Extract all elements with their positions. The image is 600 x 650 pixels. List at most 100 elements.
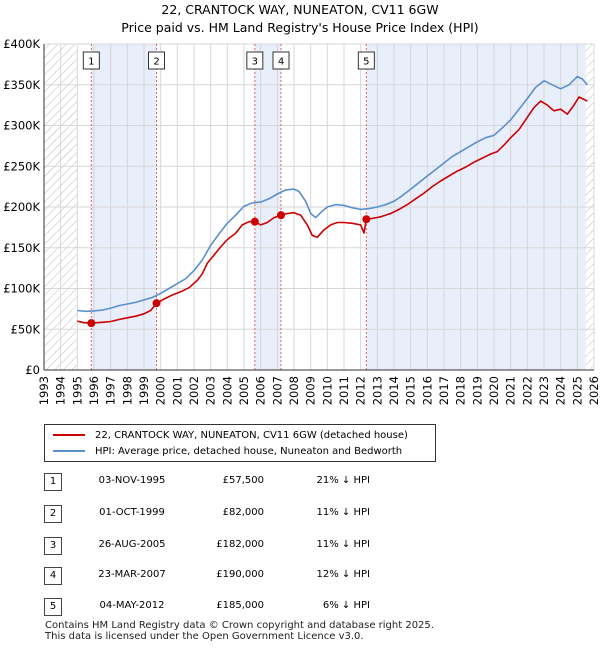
x-tick-label: 2000: [154, 376, 168, 405]
sale-number-box: [246, 51, 264, 70]
x-tick-label: 2026: [587, 376, 600, 405]
x-tick-label: 2016: [420, 376, 434, 405]
table-row: 1 03-NOV-1995 £57,500 21% ↓ HPI: [44, 473, 464, 491]
x-tick-label: 2024: [554, 376, 568, 405]
sale-hpi-diff: 11% ↓ HPI: [316, 507, 370, 518]
legend-hpi-label: HPI: Average price, detached house, Nune…: [95, 446, 403, 457]
sale-number-label: 1: [88, 57, 94, 68]
footer: Contains HM Land Registry data © Crown c…: [45, 620, 434, 642]
sale-points: [87, 211, 371, 328]
x-tick-label: 2012: [354, 376, 368, 405]
x-tick-label: 1999: [137, 376, 151, 405]
sale-number: 3: [44, 537, 62, 555]
property-line-swatch: [53, 434, 85, 436]
hpi-series-line: [77, 75, 588, 313]
legend: 22, CRANTOCK WAY, NUNEATON, CV11 6GW (de…: [44, 424, 436, 462]
x-tick-label: 2001: [170, 376, 184, 405]
sale-date: 26-AUG-2005: [98, 539, 166, 550]
sale-number-box: [82, 51, 100, 70]
chart-subtitle: Price paid vs. HM Land Registry's House …: [121, 20, 478, 35]
sale-point: [277, 211, 285, 220]
sale-number-label: 5: [363, 57, 369, 68]
sale-price: £82,000: [222, 507, 264, 518]
sale-hpi-diff: 21% ↓ HPI: [316, 475, 370, 486]
sale-number-label: 4: [278, 57, 284, 68]
y-tick-label: £150K: [3, 241, 40, 255]
sale-price: £57,500: [222, 475, 264, 486]
table-row: 3 26-AUG-2005 £182,000 11% ↓ HPI: [44, 537, 464, 555]
sale-number-boxes: 1 2 3 4 5: [82, 51, 375, 70]
sale-number: 5: [44, 598, 62, 616]
sale-number-label: 2: [153, 57, 159, 68]
licence-line: This data is licensed under the Open Gov…: [45, 631, 364, 642]
x-tick-label: 2008: [287, 376, 301, 405]
x-tick-label: 1994: [54, 376, 68, 405]
y-tick-label: £350K: [3, 78, 40, 92]
sale-price: £190,000: [216, 569, 264, 580]
sale-number-box: [357, 51, 375, 70]
x-tick-label: 2018: [454, 376, 468, 405]
y-tick-label: £300K: [3, 119, 40, 133]
sale-hpi-diff: 6% ↓ HPI: [322, 600, 370, 611]
x-tick-label: 1998: [120, 376, 134, 405]
x-tick-label: 2005: [237, 376, 251, 405]
x-tick-label: 2013: [370, 376, 384, 405]
x-tick-label: 2021: [504, 376, 518, 405]
x-tick-label: 2006: [254, 376, 268, 405]
y-tick-label: £100K: [3, 282, 40, 296]
sale-date: 01-OCT-1999: [99, 507, 165, 518]
copyright-line: Contains HM Land Registry data © Crown c…: [45, 620, 434, 631]
x-tick-label: 1997: [104, 376, 118, 405]
sale-point: [152, 299, 161, 308]
x-tick-label: 1995: [70, 376, 84, 405]
sale-point: [87, 319, 96, 328]
x-tick-label: 2019: [470, 376, 484, 405]
sale-price: £182,000: [216, 539, 264, 550]
legend-item-hpi: HPI: Average price, detached house, Nune…: [53, 444, 402, 460]
x-tick-label: 2009: [304, 376, 318, 405]
sale-number: 4: [44, 567, 62, 585]
x-tick-label: 2017: [437, 376, 451, 405]
x-tick-label: 2022: [520, 376, 534, 405]
sale-point: [250, 217, 259, 226]
x-tick-label: 2014: [387, 376, 401, 405]
x-tick-label: 2004: [220, 376, 234, 405]
x-tick-label: 2011: [337, 376, 351, 405]
y-tick-label: £250K: [3, 159, 40, 173]
price-chart: 22, CRANTOCK WAY, NUNEATON, CV11 6GW Pri…: [3, 2, 600, 405]
sale-point: [362, 215, 371, 224]
x-tick-label: 2020: [487, 376, 501, 405]
chart-title: 22, CRANTOCK WAY, NUNEATON, CV11 6GW: [161, 2, 438, 17]
property-series-line: [77, 96, 588, 324]
legend-property-label: 22, CRANTOCK WAY, NUNEATON, CV11 6GW (de…: [95, 430, 408, 441]
x-tick-label: 2002: [187, 376, 201, 405]
sale-number: 2: [44, 505, 62, 523]
sale-date: 23-MAR-2007: [98, 569, 166, 580]
y-tick-label: £0: [25, 363, 40, 377]
sale-date: 04-MAY-2012: [99, 600, 165, 611]
y-tick-label: £200K: [3, 200, 40, 214]
x-tick-label: 2023: [537, 376, 551, 405]
y-tick-label: £400K: [3, 37, 40, 51]
hpi-line-swatch: [53, 450, 85, 452]
x-tick-label: 2010: [320, 376, 334, 405]
x-tick-label: 1996: [87, 376, 101, 405]
x-tick-label: 2015: [404, 376, 418, 405]
x-tick-label: 2007: [270, 376, 284, 405]
x-tick-label: 1993: [37, 376, 51, 405]
table-row: 4 23-MAR-2007 £190,000 12% ↓ HPI: [44, 567, 464, 585]
sale-number: 1: [44, 473, 62, 491]
sale-number-label: 3: [252, 57, 258, 68]
y-tick-label: £50K: [11, 322, 41, 336]
sale-hpi-diff: 11% ↓ HPI: [316, 539, 370, 550]
sale-price: £185,000: [216, 600, 264, 611]
x-tick-label: 2003: [204, 376, 218, 405]
table-row: 5 04-MAY-2012 £185,000 6% ↓ HPI: [44, 598, 464, 616]
axes: £0 £50K £100K £150K £200K £250K £300K £350K £400…: [3, 37, 600, 405]
table-row: 2 01-OCT-1999 £82,000 11% ↓ HPI: [44, 505, 464, 523]
x-tick-label: 2025: [570, 376, 584, 405]
series-lines: [77, 75, 588, 324]
sale-number-box: [272, 51, 290, 70]
sale-date: 03-NOV-1995: [98, 475, 166, 486]
legend-item-property: 22, CRANTOCK WAY, NUNEATON, CV11 6GW (de…: [53, 428, 408, 444]
